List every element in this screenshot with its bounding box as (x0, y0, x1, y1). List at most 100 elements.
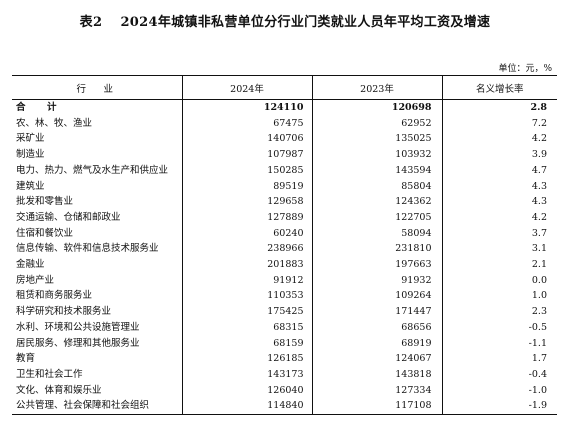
industry-name-cell: 采矿业 (12, 131, 183, 148)
growth-rate-cell: 1.0 (531, 290, 547, 302)
table-row: 建筑业 89519 85804 4.3 (12, 178, 557, 195)
wage-2024-cell: 67475 (182, 115, 313, 132)
wage-2023-cell: 117108 (312, 398, 443, 415)
table-row: 电力、热力、燃气及水生产和供应业 150285 143594 4.7 (12, 162, 557, 179)
table-row: 制造业 107987 103932 3.9 (12, 147, 557, 163)
wage-2023-cell: 171447 (312, 304, 443, 320)
table-row: 住宿和餐饮业 60240 58094 3.7 (12, 225, 557, 242)
growth-rate-cell: 3.7 (531, 227, 547, 239)
industry-name-cell: 科学研究和技术服务业 (12, 304, 183, 320)
industry-name-cell: 文化、体育和娱乐业 (12, 382, 183, 399)
header-2024: 2024年 (182, 75, 313, 100)
table-row-total: 合 计 124110 120698 2.8 (12, 99, 557, 116)
industry-name-cell: 水利、环境和公共设施管理业 (12, 319, 183, 336)
header-industry: 行 业 (12, 75, 183, 100)
growth-rate-cell: -1.0 (528, 384, 547, 396)
growth-rate-cell: 1.7 (531, 353, 547, 365)
wage-2024-cell: 201883 (182, 257, 313, 273)
wage-2023-cell: 143818 (312, 366, 443, 383)
wage-2024-cell: 110353 (182, 288, 313, 305)
growth-rate-cell: 4.3 (531, 196, 547, 208)
wage-2023-cell: 103932 (312, 147, 443, 163)
wage-2024-cell: 140706 (182, 131, 313, 148)
industry-name-cell: 房地产业 (12, 272, 183, 289)
table-row: 金融业 201883 197663 2.1 (12, 257, 557, 273)
growth-rate-cell: 4.3 (531, 180, 547, 192)
growth-rate-cell: 0.0 (531, 274, 547, 286)
wage-2023-cell: 62952 (312, 115, 443, 132)
unit-note: 单位：元，% (498, 64, 552, 74)
table-row: 卫生和社会工作 143173 143818 -0.4 (12, 366, 557, 383)
wage-2023-cell: 85804 (312, 178, 443, 195)
wage-2024-cell: 126040 (182, 382, 313, 399)
wage-2024-cell: 129658 (182, 194, 313, 210)
wage-2024-cell: 143173 (182, 366, 313, 383)
wage-2024-cell: 91912 (182, 272, 313, 289)
wage-2023-cell: 143594 (312, 162, 443, 179)
header-growth-rate: 名义增长率 (475, 83, 524, 95)
industry-name-cell: 制造业 (12, 147, 183, 163)
table-row: 房地产业 91912 91932 0.0 (12, 272, 557, 289)
wage-2023-cell: 91932 (312, 272, 443, 289)
wage-2023-cell: 127334 (312, 382, 443, 399)
wage-2023-cell: 58094 (312, 225, 443, 242)
industry-name-cell: 交通运输、仓储和邮政业 (12, 209, 183, 226)
table-body: 合 计 124110 120698 2.8 农、林、牧、渔业 67475 62952 7.2 采… (12, 99, 557, 415)
wage-2023-cell: 122705 (312, 209, 443, 226)
wage-2024-cell: 150285 (182, 162, 313, 179)
wage-2024-cell: 238966 (182, 241, 313, 258)
industry-name-cell: 教育 (12, 351, 183, 367)
wage-2023-cell: 135025 (312, 131, 443, 148)
wage-2023-cell: 124362 (312, 194, 443, 210)
wage-table: 行 业 2024年 2023年 名义增长率 合 计 124110 120698 2.8… (12, 75, 557, 415)
wage-2024-cell: 68159 (182, 335, 313, 352)
table-row: 文化、体育和娱乐业 126040 127334 -1.0 (12, 382, 557, 399)
table-row: 水利、环境和公共设施管理业 68315 68656 -0.5 (12, 319, 557, 336)
growth-rate-cell: 2.8 (530, 102, 547, 113)
header-2023: 2023年 (312, 75, 443, 100)
table-row: 农、林、牧、渔业 67475 62952 7.2 (12, 115, 557, 132)
wage-2023-cell: 109264 (312, 288, 443, 305)
growth-rate-cell: 2.3 (531, 306, 547, 318)
wage-2024-cell: 126185 (182, 351, 313, 367)
industry-name-cell: 公共管理、社会保障和社会组织 (12, 398, 183, 415)
growth-rate-cell: 2.1 (531, 259, 547, 271)
wage-2023-cell: 124067 (312, 351, 443, 367)
growth-rate-cell: 4.7 (531, 164, 547, 176)
growth-rate-cell: 4.2 (531, 211, 547, 223)
industry-name-cell: 建筑业 (12, 178, 183, 195)
industry-name-cell: 电力、热力、燃气及水生产和供应业 (12, 162, 183, 179)
wage-2023-cell: 231810 (312, 241, 443, 258)
industry-name-cell: 金融业 (12, 257, 183, 273)
growth-rate-cell: -0.5 (528, 321, 547, 333)
table-row: 教育 126185 124067 1.7 (12, 351, 557, 367)
table-row: 交通运输、仓储和邮政业 127889 122705 4.2 (12, 209, 557, 226)
industry-name-cell: 批发和零售业 (12, 194, 183, 210)
growth-rate-cell: 4.2 (531, 133, 547, 145)
table-row: 科学研究和技术服务业 175425 171447 2.3 (12, 304, 557, 320)
table-row: 租赁和商务服务业 110353 109264 1.0 (12, 288, 557, 305)
table-row: 公共管理、社会保障和社会组织 114840 117108 -1.9 (12, 398, 557, 415)
growth-rate-cell: -1.1 (528, 337, 547, 349)
table-title: 表2 2024年城镇非私营单位分行业门类就业人员年平均工资及增速 (79, 15, 491, 30)
growth-rate-cell: 3.9 (531, 149, 547, 161)
growth-rate-cell: 7.2 (531, 117, 547, 129)
industry-name-cell: 合 计 (12, 99, 183, 116)
wage-2024-cell: 89519 (182, 178, 313, 195)
wage-2023-cell: 197663 (312, 257, 443, 273)
table-row: 信息传输、软件和信息技术服务业 238966 231810 3.1 (12, 241, 557, 258)
wage-2024-cell: 114840 (182, 398, 313, 415)
growth-rate-cell: -0.4 (528, 368, 547, 380)
wage-2024-cell: 127889 (182, 209, 313, 226)
table-row: 批发和零售业 129658 124362 4.3 (12, 194, 557, 210)
industry-name-cell: 卫生和社会工作 (12, 366, 183, 383)
wage-2023-cell: 120698 (312, 99, 443, 116)
table-row: 居民服务、修理和其他服务业 68159 68919 -1.1 (12, 335, 557, 352)
table-row: 采矿业 140706 135025 4.2 (12, 131, 557, 148)
industry-name-cell: 信息传输、软件和信息技术服务业 (12, 241, 183, 258)
industry-name-cell: 农、林、牧、渔业 (12, 115, 183, 132)
wage-2024-cell: 68315 (182, 319, 313, 336)
wage-2024-cell: 107987 (182, 147, 313, 163)
wage-2023-cell: 68919 (312, 335, 443, 352)
wage-2024-cell: 60240 (182, 225, 313, 242)
